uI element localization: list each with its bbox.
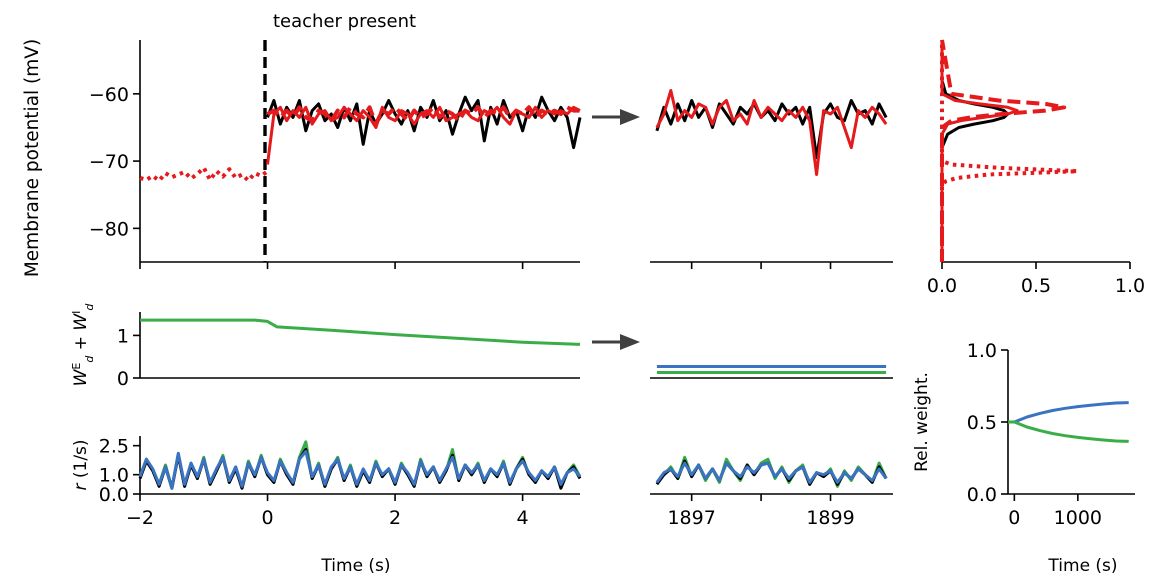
series-group	[1008, 401, 1129, 443]
x-tick-label: 1897	[667, 507, 715, 529]
y-tick-group: 0.01.0 2.5	[99, 436, 140, 506]
y-tick-label: −80	[89, 218, 129, 240]
series-line-3	[138, 450, 582, 490]
x-tick-group: −2 0 2 4	[126, 494, 529, 529]
x-tick-label: 0.5	[1021, 275, 1051, 297]
series-group	[655, 455, 888, 488]
series-line-2	[655, 89, 888, 176]
ylabel-membrane-potential: Membrane potential (mV)	[22, 39, 43, 277]
series-group	[656, 365, 887, 374]
ylabel-weights: WEd + WId	[70, 303, 96, 387]
series-line-4	[266, 105, 580, 127]
x-tick-group	[690, 262, 832, 269]
series-line-1	[139, 165, 269, 183]
x-tick-label: 0	[261, 507, 273, 529]
x-tick-label: 1000	[1054, 507, 1102, 529]
membrane-potential-histogram-panel: 0.0 0.5 1.0	[927, 39, 1145, 297]
rate-left-panel: 0.01.0 2.5 −2 0 2 4	[99, 436, 582, 529]
series-group	[940, 39, 1080, 262]
x-tick-label: 2	[389, 507, 401, 529]
x-tick-label: 1899	[806, 507, 854, 529]
rate-right-panel: 1897 1899	[650, 455, 893, 529]
x-tick-label: 0	[1008, 507, 1020, 529]
series-line-3	[940, 39, 1067, 262]
y-tick-group: 01	[117, 325, 140, 390]
relative-weight-panel: 0.0 0.5 1.0 0 1000	[967, 340, 1135, 529]
y-tick-label: 0	[117, 368, 129, 390]
x-tick-group: 0.0 0.5 1.0	[927, 262, 1145, 297]
series-line-1	[940, 40, 1010, 262]
series-line-2	[1008, 420, 1129, 443]
ylabel-rate: r (1/s)	[71, 439, 91, 490]
y-tick-label: 2.5	[99, 436, 129, 458]
y-tick-label: 1	[117, 325, 129, 347]
ylabel-rel-weight: Rel. weight.	[912, 372, 932, 472]
series-group	[139, 95, 582, 183]
weights-right-panel	[650, 365, 893, 379]
xlabel-time: Time (s)	[320, 556, 390, 576]
y-tick-group: 0.0 0.5 1.0	[967, 340, 1008, 506]
weights-left-panel: 01	[117, 312, 581, 390]
series-group	[655, 89, 888, 176]
x-tick-group	[139, 262, 524, 269]
series-group	[140, 318, 581, 346]
x-tick-group: 1897 1899	[667, 494, 855, 529]
x-tick-label: 0.0	[927, 275, 957, 297]
x-tick-label: 1.0	[1115, 275, 1145, 297]
series-line-2	[940, 40, 1019, 262]
membrane-potential-left-panel: −80 −70 −60	[89, 40, 582, 269]
arrow-row2	[592, 334, 640, 350]
y-tick-label: −70	[89, 151, 129, 173]
series-line-3	[655, 461, 888, 484]
y-tick-label: 1.0	[967, 340, 997, 362]
x-tick-label: −2	[126, 507, 154, 529]
y-tick-label: 0.0	[967, 484, 997, 506]
membrane-potential-right-panel	[650, 89, 893, 269]
xlabel-rel-weight: Time (s)	[1047, 556, 1117, 576]
teacher-present-annotation: teacher present	[273, 11, 416, 32]
y-tick-label: 1.0	[99, 465, 129, 487]
y-tick-label: 0.0	[99, 484, 129, 506]
x-tick-label: 4	[517, 507, 529, 529]
x-tick-group: 0 1000	[1008, 494, 1102, 529]
series-group	[138, 440, 582, 490]
series-line-1	[1008, 401, 1129, 424]
y-tick-group: −80 −70 −60	[89, 84, 140, 240]
arrow-row1	[592, 109, 640, 125]
series-line-1	[140, 318, 581, 346]
series-line-4	[940, 40, 1080, 262]
y-tick-label: −60	[89, 84, 129, 106]
y-tick-label: 0.5	[967, 412, 997, 434]
